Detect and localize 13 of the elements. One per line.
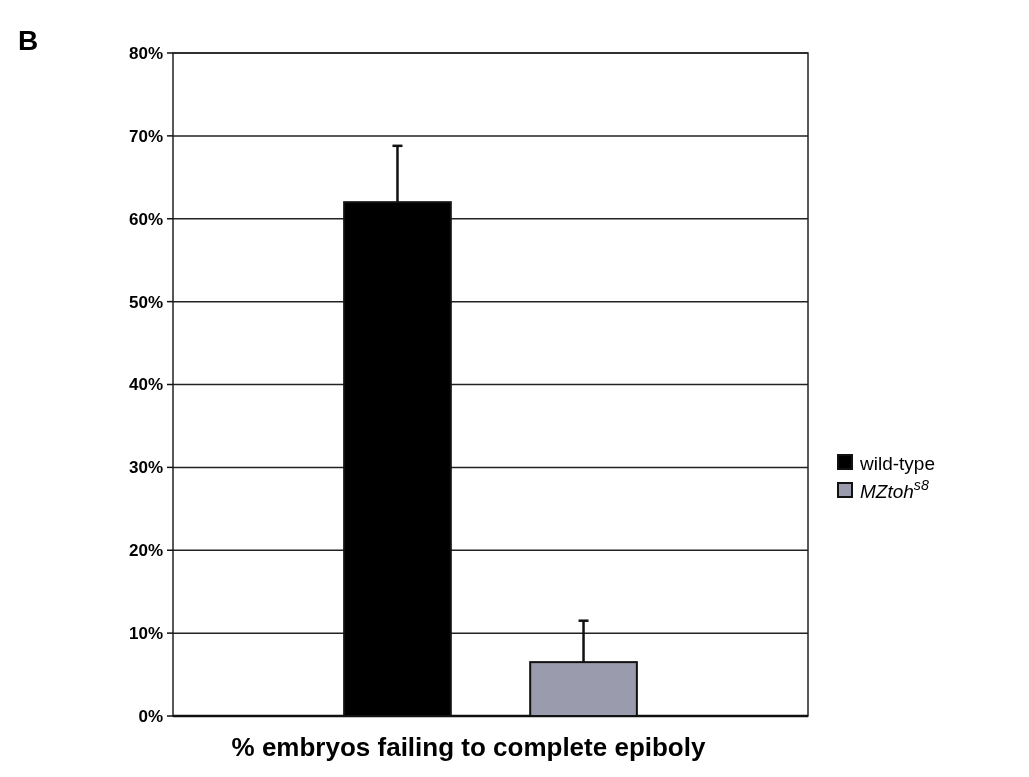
legend-label: MZtoh$^{s8}$ bbox=[860, 476, 929, 502]
y-tick-label: 50% bbox=[128, 292, 163, 312]
y-tick-label: 0% bbox=[138, 706, 163, 726]
y-tick-label: 20% bbox=[128, 541, 163, 561]
y-tick-label: 40% bbox=[128, 375, 163, 395]
legend-label: wild-type bbox=[859, 452, 935, 474]
text: B bbox=[18, 25, 39, 56]
y-tick-label: 10% bbox=[128, 624, 163, 644]
y-tick-label: 60% bbox=[128, 209, 163, 229]
y-tick-label: 80% bbox=[128, 43, 163, 63]
x-axis-title: % embryos failing to complete epiboly bbox=[231, 732, 706, 762]
y-tick-label: 70% bbox=[128, 126, 163, 146]
y-tick-label: 30% bbox=[128, 458, 163, 478]
